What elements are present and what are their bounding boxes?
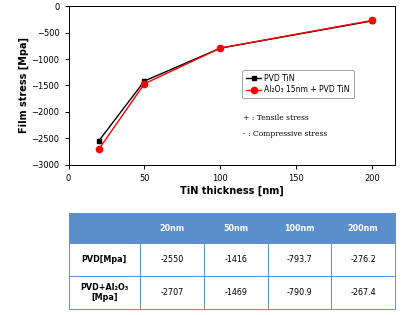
- PVD TiN: [96, 139, 101, 143]
- Al₂O₃ 15nm + PVD TiN: [370, 19, 374, 22]
- Bar: [69, 243, 140, 276]
- PVD TiN: [142, 79, 147, 83]
- Text: PVD+Al₂O₃
[Mpa]: PVD+Al₂O₃ [Mpa]: [80, 283, 129, 302]
- Bar: [204, 243, 268, 276]
- PVD TiN: [370, 19, 374, 23]
- Line: PVD TiN: PVD TiN: [96, 19, 375, 143]
- Al₂O₃ 15nm + PVD TiN: [142, 82, 147, 86]
- Al₂O₃ 15nm + PVD TiN: [218, 46, 223, 50]
- Al₂O₃ 15nm + PVD TiN: [96, 147, 101, 151]
- Bar: [268, 213, 331, 243]
- Bar: [140, 243, 204, 276]
- PVD TiN: [218, 46, 223, 50]
- Line: Al₂O₃ 15nm + PVD TiN: Al₂O₃ 15nm + PVD TiN: [96, 17, 375, 152]
- Text: + : Tensile stress: + : Tensile stress: [243, 114, 309, 122]
- Text: -793.7: -793.7: [287, 255, 312, 264]
- Text: -267.4: -267.4: [350, 288, 376, 297]
- Bar: [331, 213, 395, 243]
- Text: 200nm: 200nm: [348, 224, 378, 233]
- Bar: [204, 213, 268, 243]
- Bar: [268, 243, 331, 276]
- Text: -276.2: -276.2: [350, 255, 376, 264]
- Text: -2550: -2550: [160, 255, 184, 264]
- Bar: [331, 243, 395, 276]
- Bar: [268, 276, 331, 309]
- X-axis label: TiN thickness [nm]: TiN thickness [nm]: [180, 185, 284, 196]
- Text: 20nm: 20nm: [160, 224, 185, 233]
- Text: -790.9: -790.9: [287, 288, 312, 297]
- Legend: PVD TiN, Al₂O₃ 15nm + PVD TiN: PVD TiN, Al₂O₃ 15nm + PVD TiN: [242, 70, 353, 98]
- Bar: [331, 276, 395, 309]
- Bar: [69, 276, 140, 309]
- Text: -1416: -1416: [224, 255, 247, 264]
- Text: 100nm: 100nm: [284, 224, 315, 233]
- Text: 50nm: 50nm: [223, 224, 248, 233]
- Text: -1469: -1469: [224, 288, 247, 297]
- Text: -2707: -2707: [160, 288, 184, 297]
- Y-axis label: Film stress [Mpa]: Film stress [Mpa]: [18, 37, 29, 134]
- Text: PVD[Mpa]: PVD[Mpa]: [82, 255, 127, 264]
- Bar: [204, 276, 268, 309]
- Bar: [140, 213, 204, 243]
- Text: - : Compressive stress: - : Compressive stress: [243, 130, 327, 138]
- Bar: [69, 213, 140, 243]
- Bar: [140, 276, 204, 309]
